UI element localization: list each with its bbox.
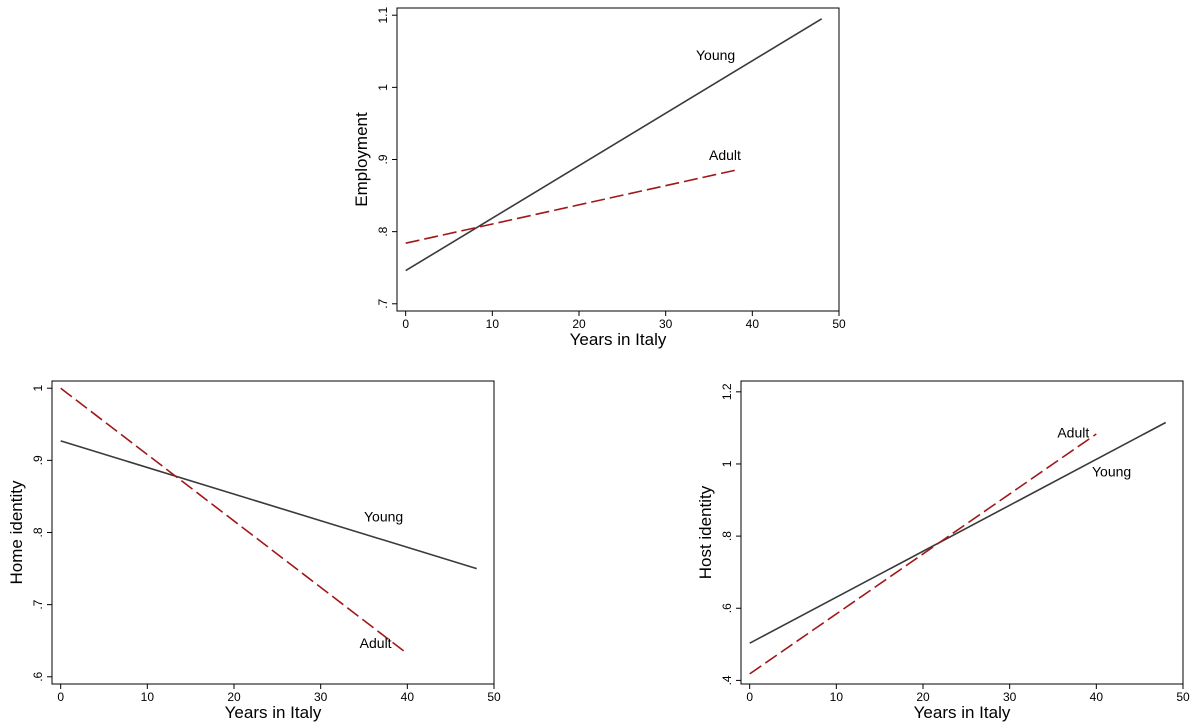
y-tick-label: .7 <box>31 599 45 609</box>
x-tick-label: 10 <box>830 690 844 704</box>
x-tick-label: 20 <box>916 690 930 704</box>
y-tick-label: .9 <box>376 154 390 164</box>
x-axis-label: Years in Italy <box>914 703 1011 722</box>
chart-panel-1: 0 10 20 30 40 50 .7 .8 .9 1 1.1 Years in Italy Emplo… <box>352 7 846 349</box>
chart-panel-3: 0 10 20 30 40 50 .4 .6 .8 1 1.2 Years in Italy Host … <box>696 380 1190 722</box>
series-label-adult: Adult <box>1057 424 1089 440</box>
series-label-adult: Adult <box>709 147 741 163</box>
x-tick-label: 40 <box>1090 690 1104 704</box>
x-tick-label: 40 <box>746 317 760 331</box>
plot-frame <box>51 380 495 685</box>
chart-panel-2: 0 10 20 30 40 50 .6 .7 .8 .9 1 Years in Italy Home i… <box>7 380 501 722</box>
y-axis-label: Home identity <box>7 480 26 584</box>
y-tick-label: .9 <box>31 455 45 465</box>
series-line-young <box>405 18 823 272</box>
plot-frame <box>396 7 840 312</box>
y-tick-label: 1 <box>720 460 734 467</box>
x-tick-label: 10 <box>486 317 500 331</box>
series-label-adult: Adult <box>360 635 392 651</box>
x-tick-label: 10 <box>141 690 155 704</box>
x-tick-label: 20 <box>227 690 241 704</box>
y-tick-label: .6 <box>720 603 734 613</box>
series-line-adult <box>405 169 736 244</box>
y-tick-label: .8 <box>31 527 45 537</box>
x-tick-label: 30 <box>1003 690 1017 704</box>
x-tick-label: 0 <box>57 690 64 704</box>
series-line-young <box>749 421 1167 644</box>
y-axis-label: Employment <box>352 112 371 207</box>
x-tick-label: 50 <box>1176 690 1190 704</box>
x-tick-label: 30 <box>659 317 673 331</box>
x-tick-label: 50 <box>487 690 501 704</box>
y-tick-label: .4 <box>720 675 734 685</box>
series-line-adult <box>60 387 408 655</box>
y-tick-label: .8 <box>376 226 390 236</box>
series-label-young: Young <box>364 509 403 525</box>
x-tick-label: 50 <box>832 317 846 331</box>
x-axis-label: Years in Italy <box>570 330 667 349</box>
series-label-young: Young <box>696 47 735 63</box>
y-tick-label: .6 <box>31 671 45 681</box>
x-tick-label: 0 <box>746 690 753 704</box>
x-tick-label: 30 <box>314 690 328 704</box>
y-axis-label: Host identity <box>696 485 715 579</box>
x-tick-label: 0 <box>402 317 409 331</box>
y-tick-label: 1 <box>376 84 390 91</box>
y-tick-label: .8 <box>720 531 734 541</box>
plot-frame <box>740 380 1184 685</box>
series-line-young <box>60 440 477 570</box>
y-tick-label: 1.2 <box>720 383 734 400</box>
x-tick-label: 20 <box>572 317 586 331</box>
series-label-young: Young <box>1092 464 1131 480</box>
y-tick-label: 1.1 <box>376 7 390 24</box>
series-line-adult <box>749 433 1097 675</box>
x-axis-label: Years in Italy <box>225 703 322 722</box>
y-tick-label: .7 <box>376 298 390 308</box>
x-tick-label: 40 <box>401 690 415 704</box>
y-tick-label: 1 <box>31 385 45 392</box>
